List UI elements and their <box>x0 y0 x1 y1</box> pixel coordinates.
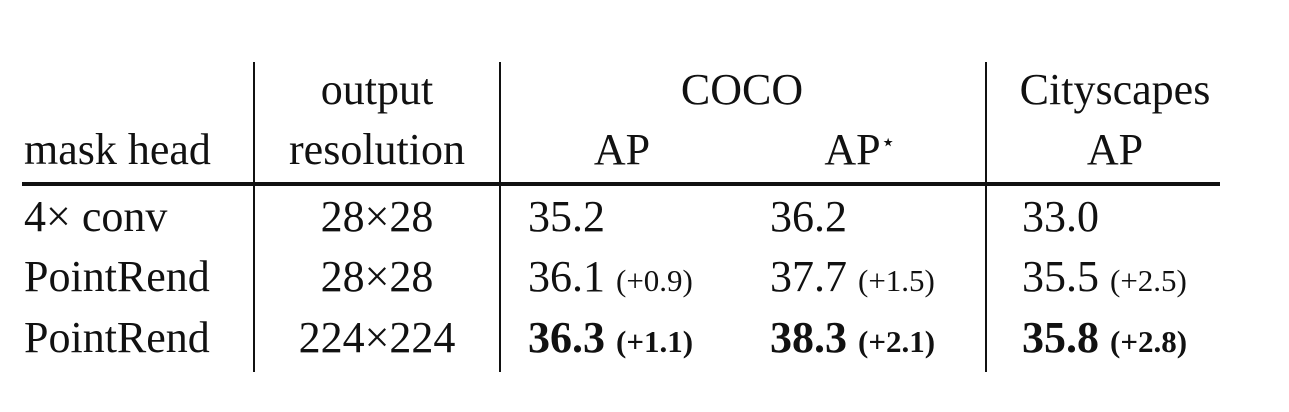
cell-delta: (+2.8) <box>1110 324 1188 359</box>
column-header: AP <box>1086 125 1144 174</box>
cell-delta: (+1.5) <box>858 263 935 298</box>
column-divider <box>253 62 255 372</box>
cell: 38.3 (+2.1) <box>770 316 935 360</box>
group-header: Cityscapes <box>1019 65 1211 114</box>
column-header: AP⋆ <box>824 128 895 172</box>
column-divider <box>499 62 501 372</box>
group-header: COCO <box>680 65 804 114</box>
cell-delta: (+2.5) <box>1110 263 1187 298</box>
cell: 35.2 <box>528 195 605 239</box>
cell: PointRend <box>24 252 210 301</box>
cell: 35.8 (+2.8) <box>1022 316 1187 360</box>
cell-value: 33.0 <box>1022 192 1099 241</box>
cell-value: 36.1 <box>528 252 605 301</box>
cell-delta: (+1.1) <box>616 324 694 359</box>
cell-delta: (+0.9) <box>616 263 693 298</box>
cell-value: 36.2 <box>770 192 847 241</box>
cell-value: 35.8 <box>1022 313 1099 362</box>
column-header: mask head <box>24 125 211 174</box>
cell: 36.2 <box>770 195 847 239</box>
header-text: AP <box>824 125 881 174</box>
cell: 224×224 <box>298 313 456 362</box>
cell: 36.3 (+1.1) <box>528 316 693 360</box>
cell-value: 35.2 <box>528 192 605 241</box>
cell-delta: (+2.1) <box>858 324 936 359</box>
cell-value: 38.3 <box>770 313 847 362</box>
cell: 28×28 <box>320 192 434 241</box>
column-divider <box>985 62 987 372</box>
cell: 35.5 (+2.5) <box>1022 255 1187 299</box>
cell: 4× conv <box>24 192 168 241</box>
group-header: output <box>320 65 434 114</box>
cell: PointRend <box>24 313 210 362</box>
header-superscript: ⋆ <box>880 130 896 156</box>
cell: 33.0 <box>1022 195 1099 239</box>
header-rule <box>22 182 1220 186</box>
cell: 37.7 (+1.5) <box>770 255 935 299</box>
column-header: AP <box>593 125 651 174</box>
cell: 36.1 (+0.9) <box>528 255 693 299</box>
cell-value: 35.5 <box>1022 252 1099 301</box>
cell: 28×28 <box>320 252 434 301</box>
column-header: resolution <box>289 125 465 174</box>
cell-value: 37.7 <box>770 252 847 301</box>
cell-value: 36.3 <box>528 313 605 362</box>
